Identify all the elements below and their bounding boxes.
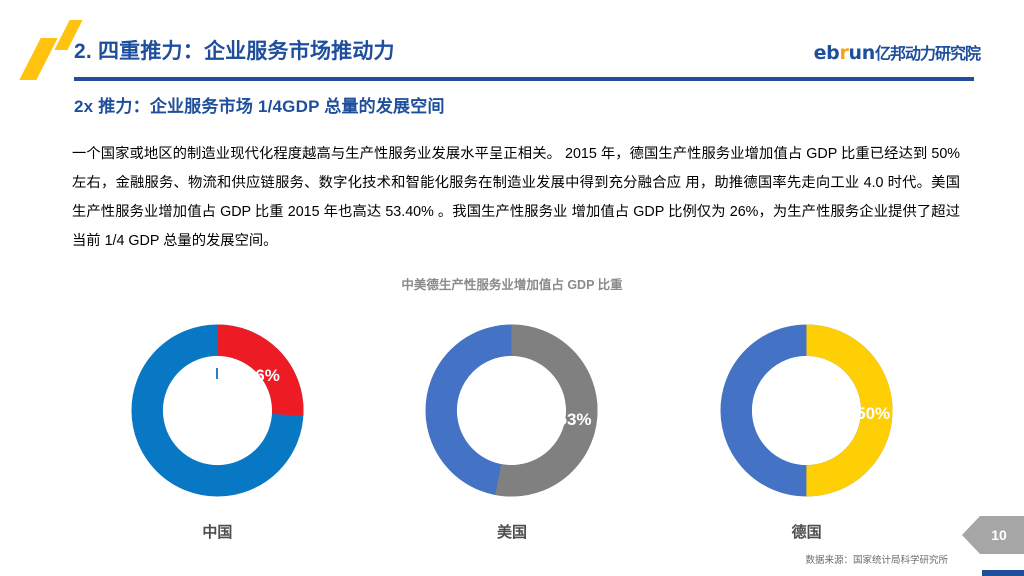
title-divider [74,77,974,81]
donut-graphic-germany: 50% [714,318,899,503]
chart-title: 中美德生产性服务业增加值占 GDP 比重 [401,278,623,292]
page-title: 2. 四重推力：企业服务市场推动力 [74,40,395,63]
donut-label-usa: 美国 [496,524,527,541]
logo-text-un: un [848,42,876,64]
donut-graphic-usa: 53% [419,318,604,503]
donut-center-tick-artifact [215,368,218,379]
donut-svg-germany [720,324,893,497]
donut-label-china: 中国 [202,524,233,541]
decorative-slash-large [19,38,58,80]
logo-text-eb: eb [813,42,840,64]
ebrun-logo: ebrun亿邦动力研究院 [813,40,981,65]
donut-svg-usa [425,324,599,497]
body-paragraph: 一个国家或地区的制造业现代化程度越高与生产性服务业发展水平呈正相关。 2015 … [72,146,960,249]
donut-graphic-china: 26% [125,318,310,503]
donut-chart-germany: 50% 德国 [697,318,917,542]
page-subtitle: 2x 推力：企业服务市场 1/4GDP 总量的发展空间 [74,97,445,116]
logo-text-r: r [839,42,849,64]
donut-label-germany: 德国 [791,524,822,541]
bottom-accent-bar [982,570,1024,576]
donut-svg-china [131,324,304,497]
logo-text-cn: 亿邦动力研究院 [874,46,981,63]
donut-chart-china: 26% 中国 [107,318,327,542]
donut-chart-usa: 53% 美国 [402,318,622,542]
donut-chart-row: 26% 中国 53% 美国 50% 德国 [0,318,1024,542]
source-note: 数据来源：国家统计局科学研究所 [805,555,948,566]
